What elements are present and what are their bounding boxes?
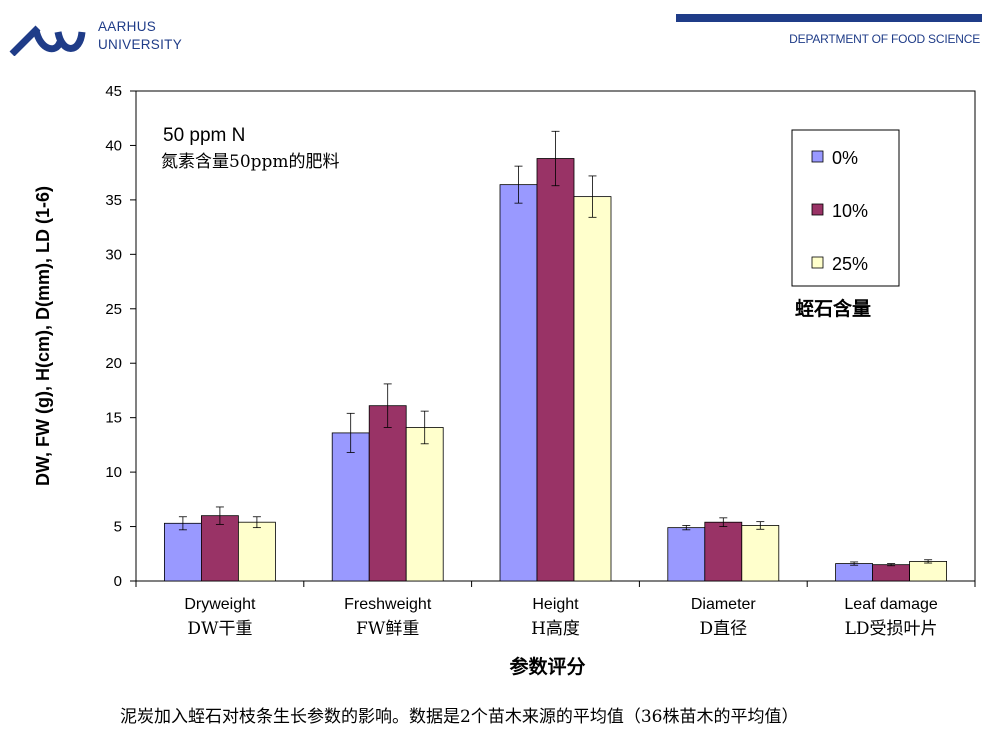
plot-area: 0 5 10 15 20 25 30 35 40 45 Dryweight DW干重 Freshweig… bbox=[33, 83, 976, 678]
chart-annotation-zh: 氮素含量50ppm的肥料 bbox=[161, 152, 340, 172]
bar bbox=[368, 405, 407, 582]
legend-swatch bbox=[811, 150, 824, 163]
x-axis-label: 参数评分 bbox=[509, 655, 585, 678]
x-tick-label-zh: FW鲜重 bbox=[356, 619, 419, 639]
y-tick-label: 45 bbox=[105, 83, 122, 100]
x-tick-label: Dryweight bbox=[184, 596, 256, 613]
legend-box bbox=[791, 129, 900, 287]
y-tick-label: 35 bbox=[105, 192, 122, 209]
y-tick-label: 30 bbox=[105, 246, 122, 263]
y-tick-label: 0 bbox=[114, 573, 122, 590]
bar bbox=[872, 564, 910, 582]
x-tick-label-zh: LD受损叶片 bbox=[845, 619, 938, 639]
bar bbox=[835, 563, 873, 582]
x-tick-label: Height bbox=[532, 596, 579, 613]
legend-label: 0% bbox=[832, 148, 858, 168]
bar-chart: 0 5 10 15 20 25 30 35 40 45 Dryweight DW干重 Freshweig… bbox=[33, 83, 976, 678]
legend-title: 蛭石含量 bbox=[795, 297, 871, 320]
y-tick-label: 5 bbox=[114, 519, 122, 536]
bar bbox=[909, 561, 947, 582]
bar bbox=[405, 427, 444, 582]
y-tick-label: 40 bbox=[105, 137, 122, 154]
bar bbox=[573, 196, 612, 582]
bar bbox=[499, 184, 538, 582]
bar bbox=[667, 527, 706, 582]
y-tick-label: 10 bbox=[105, 464, 122, 481]
x-tick-label: Freshweight bbox=[344, 596, 432, 613]
department-name: DEPARTMENT OF FOOD SCIENCE bbox=[789, 32, 980, 46]
x-tick-label-zh: H高度 bbox=[531, 619, 580, 639]
x-tick-label: Leaf damage bbox=[844, 596, 938, 613]
university-name: AARHUS UNIVERSITY bbox=[98, 18, 182, 54]
y-tick-label: 25 bbox=[105, 301, 122, 318]
x-tick-label: Diameter bbox=[691, 596, 757, 613]
chart-annotation: 50 ppm N bbox=[163, 125, 245, 146]
x-tick-label-zh: DW干重 bbox=[187, 619, 252, 639]
legend-label: 10% bbox=[832, 201, 868, 221]
bar bbox=[536, 158, 575, 582]
x-tick-label-zh: D直径 bbox=[699, 619, 747, 639]
bar bbox=[704, 521, 743, 582]
university-name-line2: UNIVERSITY bbox=[98, 37, 183, 52]
figure-caption: 泥炭加入蛭石对枝条生长参数的影响。数据是2个苗木来源的平均值（36株苗木的平均值… bbox=[76, 707, 976, 728]
bar bbox=[741, 525, 780, 582]
legend-swatch bbox=[811, 203, 824, 216]
legend-label: 25% bbox=[832, 254, 868, 274]
y-tick-label: 20 bbox=[105, 355, 122, 372]
bar bbox=[163, 522, 202, 582]
university-name-line1: AARHUS bbox=[98, 19, 157, 34]
header-accent-bar bbox=[676, 14, 982, 22]
figure-caption-text: 泥炭加入蛭石对枝条生长参数的影响。数据是2个苗木来源的平均值（36株苗木的平均值… bbox=[120, 707, 799, 727]
legend-swatch bbox=[811, 256, 824, 269]
y-tick-label: 15 bbox=[105, 410, 122, 427]
bar bbox=[331, 432, 370, 582]
bar bbox=[237, 521, 276, 582]
aarhus-university-logo bbox=[9, 25, 86, 56]
bar bbox=[200, 515, 239, 582]
y-axis-label: DW, FW (g), H(cm), D(mm), LD (1-6) bbox=[33, 186, 53, 486]
